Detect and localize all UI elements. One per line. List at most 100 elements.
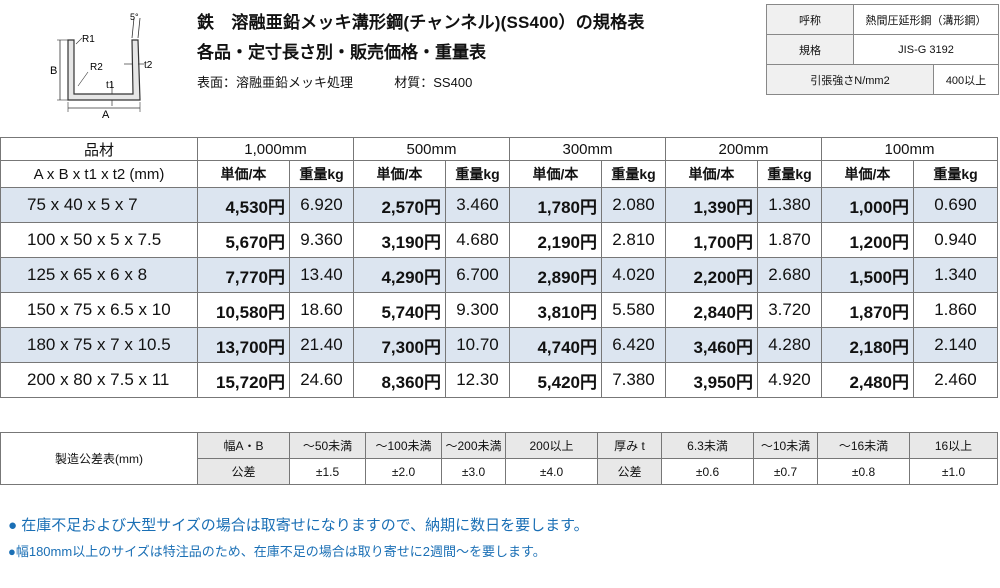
price-cell: 1,870円 bbox=[821, 292, 914, 328]
a-label: A bbox=[102, 109, 110, 120]
width-range: 200以上 bbox=[505, 432, 598, 459]
r1-label: R1 bbox=[82, 34, 95, 45]
item-size: 75 x 40 x 5 x 7 bbox=[0, 187, 198, 223]
weight-col-header: 重量kg bbox=[757, 160, 822, 188]
price-col-header: 単価/本 bbox=[821, 160, 914, 188]
length-header-row: 品材 1,000mm 500mm 300mm 200mm 100mm bbox=[0, 137, 998, 161]
weight-cell: 5.580 bbox=[601, 292, 666, 328]
price-cell: 13,700円 bbox=[197, 327, 290, 363]
price-cell: 1,500円 bbox=[821, 257, 914, 293]
table-row: 180 x 75 x 7 x 10.5 13,700円 21.40 7,300円… bbox=[0, 327, 998, 363]
weight-cell: 0.690 bbox=[913, 187, 998, 223]
width-tolerance: ±4.0 bbox=[505, 458, 598, 485]
price-cell: 7,300円 bbox=[353, 327, 446, 363]
t2-label: t2 bbox=[144, 60, 153, 71]
tolerance-table: 製造公差表(mm) 幅A・B ～50未満 ～100未満 ～200未満 200以上… bbox=[0, 432, 998, 485]
table-row: 150 x 75 x 6.5 x 10 10,580円 18.60 5,740円… bbox=[0, 292, 998, 328]
weight-cell: 21.40 bbox=[289, 327, 354, 363]
item-size: 100 x 50 x 5 x 7.5 bbox=[0, 222, 198, 258]
thick-tolerance: ±0.8 bbox=[817, 458, 910, 485]
table-row: 125 x 65 x 6 x 8 7,770円 13.40 4,290円 6.7… bbox=[0, 257, 998, 293]
weight-cell: 2.460 bbox=[913, 362, 998, 398]
price-cell: 1,780円 bbox=[509, 187, 602, 223]
width-label: 幅A・B bbox=[197, 432, 290, 459]
surface-material-line: 表面：溶融亜鉛メッキ処理 材質：SS400 bbox=[197, 72, 472, 91]
price-cell: 1,390円 bbox=[665, 187, 758, 223]
length-header: 1,000mm bbox=[197, 137, 354, 161]
price-cell: 4,290円 bbox=[353, 257, 446, 293]
channel-diagram: 5° R1 R2 t1 t2 B A bbox=[48, 12, 166, 120]
weight-cell: 0.940 bbox=[913, 222, 998, 258]
width-range: ～100未満 bbox=[365, 432, 442, 459]
price-cell: 3,810円 bbox=[509, 292, 602, 328]
price-cell: 4,530円 bbox=[197, 187, 290, 223]
column-header-row: A x B x t1 x t2 (mm) 単価/本 重量kg 単価/本 重量kg… bbox=[0, 160, 998, 188]
table-row: 100 x 50 x 5 x 7.5 5,670円 9.360 3,190円 4… bbox=[0, 222, 998, 258]
width-range: ～200未満 bbox=[441, 432, 506, 459]
angle-label: 5° bbox=[130, 12, 139, 22]
length-header: 100mm bbox=[821, 137, 998, 161]
table-row: 200 x 80 x 7.5 x 11 15,720円 24.60 8,360円… bbox=[0, 362, 998, 398]
thick-tolerance: ±0.7 bbox=[753, 458, 818, 485]
width-tolerance: ±1.5 bbox=[289, 458, 366, 485]
thick-range: 6.3未満 bbox=[661, 432, 754, 459]
item-size: 125 x 65 x 6 x 8 bbox=[0, 257, 198, 293]
price-cell: 3,190円 bbox=[353, 222, 446, 258]
spec-value: JIS-G 3192 bbox=[853, 34, 999, 65]
price-cell: 4,740円 bbox=[509, 327, 602, 363]
page-title: 鉄 溶融亜鉛メッキ溝形鋼(チャンネル)(SS400）の規格表 bbox=[197, 13, 645, 32]
weight-cell: 4.280 bbox=[757, 327, 822, 363]
weight-cell: 24.60 bbox=[289, 362, 354, 398]
item-size: 200 x 80 x 7.5 x 11 bbox=[0, 362, 198, 398]
weight-cell: 4.020 bbox=[601, 257, 666, 293]
weight-cell: 3.460 bbox=[445, 187, 510, 223]
price-cell: 2,570円 bbox=[353, 187, 446, 223]
weight-cell: 2.080 bbox=[601, 187, 666, 223]
weight-cell: 6.920 bbox=[289, 187, 354, 223]
weight-cell: 2.810 bbox=[601, 222, 666, 258]
thick-range: ～10未満 bbox=[753, 432, 818, 459]
weight-cell: 2.140 bbox=[913, 327, 998, 363]
weight-cell: 1.380 bbox=[757, 187, 822, 223]
thick-label: 厚み t bbox=[597, 432, 662, 459]
length-header: 200mm bbox=[665, 137, 822, 161]
price-cell: 2,200円 bbox=[665, 257, 758, 293]
tolerance-value-row: 公差 ±1.5 ±2.0 ±3.0 ±4.0 公差 ±0.6 ±0.7 ±0.8… bbox=[1, 458, 998, 485]
item-size: 180 x 75 x 7 x 10.5 bbox=[0, 327, 198, 363]
weight-cell: 1.870 bbox=[757, 222, 822, 258]
price-cell: 2,890円 bbox=[509, 257, 602, 293]
tolerance-title: 製造公差表(mm) bbox=[0, 432, 198, 485]
length-header: 300mm bbox=[509, 137, 666, 161]
weight-cell: 2.680 bbox=[757, 257, 822, 293]
b-label: B bbox=[50, 65, 57, 77]
item-subheader: A x B x t1 x t2 (mm) bbox=[0, 160, 198, 188]
weight-col-header: 重量kg bbox=[913, 160, 998, 188]
r2-label: R2 bbox=[90, 62, 103, 73]
weight-cell: 1.860 bbox=[913, 292, 998, 328]
price-cell: 2,480円 bbox=[821, 362, 914, 398]
width-tolerance: ±3.0 bbox=[441, 458, 506, 485]
price-table: 品材 1,000mm 500mm 300mm 200mm 100mm A x B… bbox=[0, 137, 998, 398]
weight-col-header: 重量kg bbox=[289, 160, 354, 188]
thick-tolerance: ±1.0 bbox=[909, 458, 998, 485]
price-cell: 1,200円 bbox=[821, 222, 914, 258]
thick-tolerance: ±0.6 bbox=[661, 458, 754, 485]
price-cell: 1,000円 bbox=[821, 187, 914, 223]
width-range: ～50未満 bbox=[289, 432, 366, 459]
weight-col-header: 重量kg bbox=[445, 160, 510, 188]
price-col-header: 単価/本 bbox=[665, 160, 758, 188]
price-rows: 75 x 40 x 5 x 7 4,530円 6.920 2,570円 3.46… bbox=[0, 187, 998, 398]
price-cell: 2,180円 bbox=[821, 327, 914, 363]
weight-col-header: 重量kg bbox=[601, 160, 666, 188]
surface-text: 表面：溶融亜鉛メッキ処理 bbox=[197, 75, 354, 90]
spec-table: 呼称 熱間圧延形鋼（溝形鋼） 規格 JIS-G 3192 引張強さN/mm2 4… bbox=[766, 4, 999, 95]
page-subtitle: 各品・定寸長さ別・販売価格・重量表 bbox=[197, 43, 486, 62]
price-col-header: 単価/本 bbox=[353, 160, 446, 188]
stock-note: ● 在庫不足および大型サイズの場合は取寄せになりますので、納期に数日を要します。 bbox=[8, 517, 589, 534]
tolerance-label: 公差 bbox=[597, 458, 662, 485]
weight-cell: 6.420 bbox=[601, 327, 666, 363]
width-tolerance: ±2.0 bbox=[365, 458, 442, 485]
price-cell: 10,580円 bbox=[197, 292, 290, 328]
weight-cell: 13.40 bbox=[289, 257, 354, 293]
price-cell: 5,420円 bbox=[509, 362, 602, 398]
